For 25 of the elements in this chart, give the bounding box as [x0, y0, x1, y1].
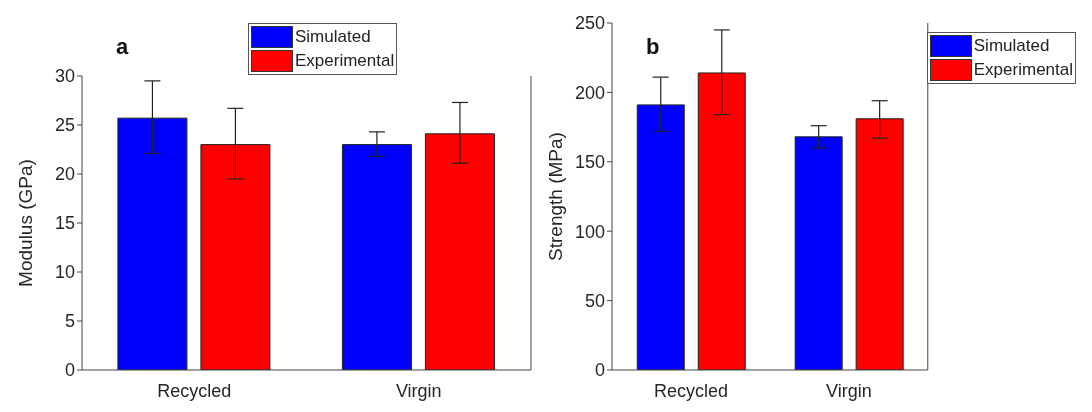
y-tick-label: 25: [54, 115, 75, 136]
y-tick-label: 30: [54, 66, 75, 87]
legend-label: Simulated: [295, 27, 371, 47]
x-tick-label: Virgin: [825, 380, 872, 401]
y-tick-label: 250: [574, 13, 605, 34]
y-tick-label: 10: [54, 262, 75, 283]
y-tick-label: 0: [64, 360, 75, 381]
legend-label: Experimental: [295, 51, 395, 71]
x-tick-label: Recycled: [653, 380, 728, 401]
y-tick-label: 150: [574, 152, 605, 173]
y-axis-title: Modulus (GPa): [14, 159, 36, 287]
annotation: b: [646, 34, 660, 60]
y-tick-label: 0: [594, 360, 605, 381]
y-tick-label: 5: [64, 311, 75, 332]
y-tick-label: 100: [574, 221, 605, 242]
y-axis-title: Strength (MPa): [544, 132, 566, 261]
legend-label: Simulated: [973, 36, 1050, 56]
x-tick-label: Virgin: [395, 380, 442, 401]
x-tick-label: Recycled: [157, 380, 232, 401]
legend-label: Experimental: [973, 60, 1073, 80]
y-tick-label: 200: [574, 82, 605, 103]
y-tick-label: 20: [54, 164, 75, 185]
y-tick-label: 15: [54, 213, 75, 234]
y-tick-label: 50: [584, 290, 605, 311]
text: a: [116, 34, 129, 60]
